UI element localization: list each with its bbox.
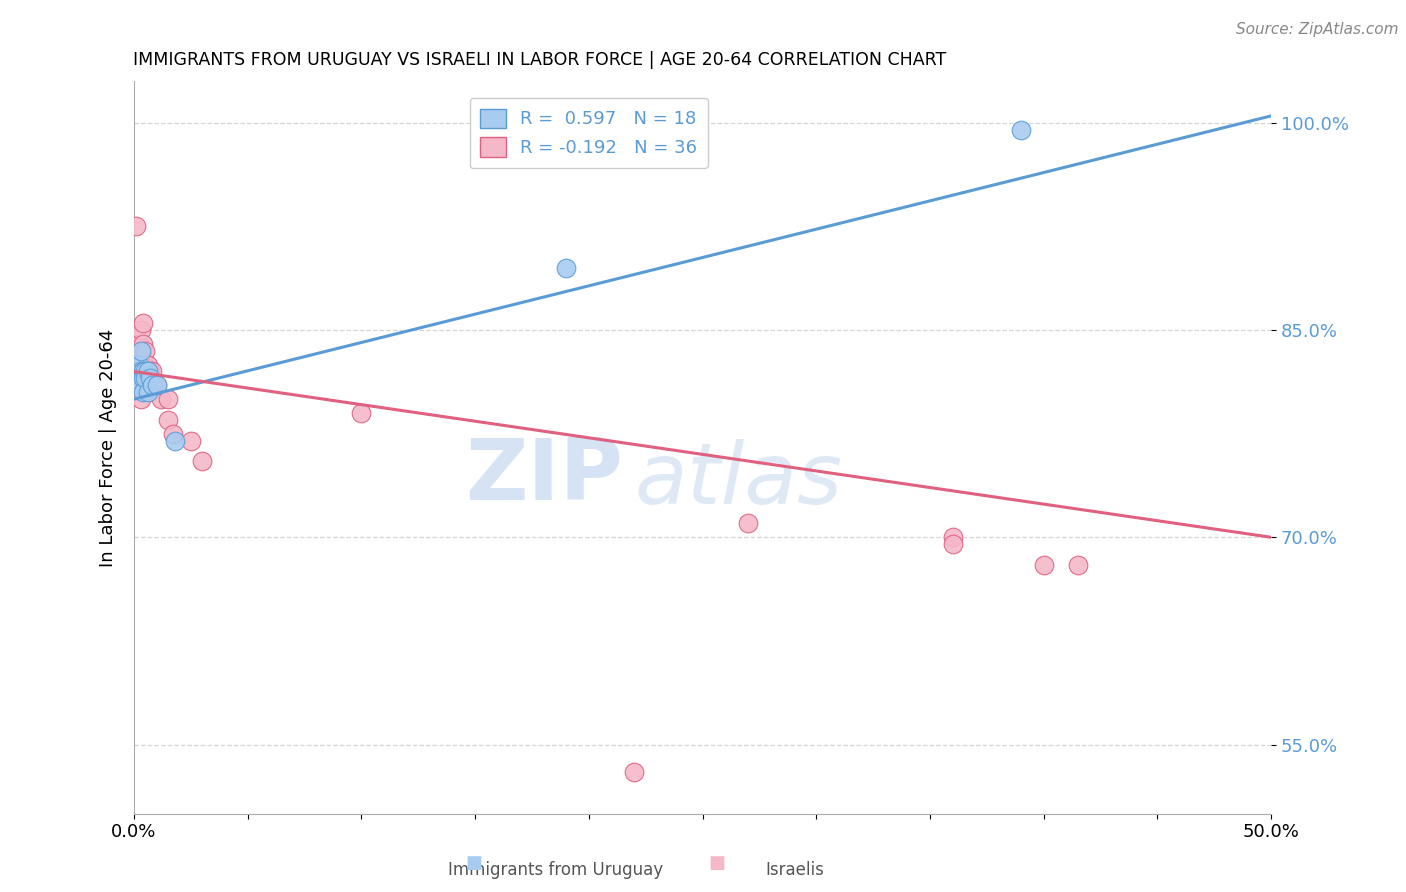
Point [128,358,150,372]
Legend: R =  0.597   N = 18, R = -0.192   N = 36: R = 0.597 N = 18, R = -0.192 N = 36 [470,98,709,169]
Point [125,364,148,378]
Text: ■: ■ [465,855,482,872]
Point [157,392,180,406]
Point [141,378,163,392]
Point [163,434,186,448]
Point [128,358,150,372]
Point [737,516,759,531]
Text: ZIP: ZIP [465,435,623,518]
Point [132,351,155,365]
Point [942,537,965,551]
Point [350,406,373,420]
Text: Source: ZipAtlas.com: Source: ZipAtlas.com [1236,22,1399,37]
Point [129,378,152,392]
Point [132,364,155,378]
Point [134,364,156,378]
Point [157,413,180,427]
Point [136,364,159,378]
Point [191,454,214,468]
Point [136,378,159,392]
Point [555,260,578,275]
Point [136,385,159,400]
Text: ■: ■ [709,855,725,872]
Point [132,364,155,378]
Point [942,530,965,544]
Point [129,323,152,337]
Point [125,219,148,234]
Point [1010,122,1032,136]
Point [125,351,148,365]
Point [1067,558,1090,572]
Point [129,343,152,358]
Point [139,371,162,385]
Point [623,765,645,780]
Point [180,434,202,448]
Point [1032,558,1054,572]
Text: Immigrants from Uruguay: Immigrants from Uruguay [447,861,664,879]
Point [129,364,152,378]
Point [134,364,156,378]
Point [132,371,155,385]
Text: IMMIGRANTS FROM URUGUAY VS ISRAELI IN LABOR FORCE | AGE 20-64 CORRELATION CHART: IMMIGRANTS FROM URUGUAY VS ISRAELI IN LA… [134,51,946,69]
Point [128,343,150,358]
Point [132,385,155,400]
Point [134,371,156,385]
Point [162,426,184,441]
Y-axis label: In Labor Force | Age 20-64: In Labor Force | Age 20-64 [100,328,117,566]
Point [132,378,155,392]
Point [132,316,155,330]
Point [129,364,152,378]
Point [145,378,167,392]
Point [136,358,159,372]
Point [145,378,167,392]
Point [141,364,163,378]
Text: Israelis: Israelis [765,861,824,879]
Point [134,343,156,358]
Point [128,378,150,392]
Text: atlas: atlas [634,439,842,522]
Point [150,392,173,406]
Point [129,343,152,358]
Point [132,336,155,351]
Point [128,371,150,385]
Point [139,364,162,378]
Point [129,392,152,406]
Point [128,336,150,351]
